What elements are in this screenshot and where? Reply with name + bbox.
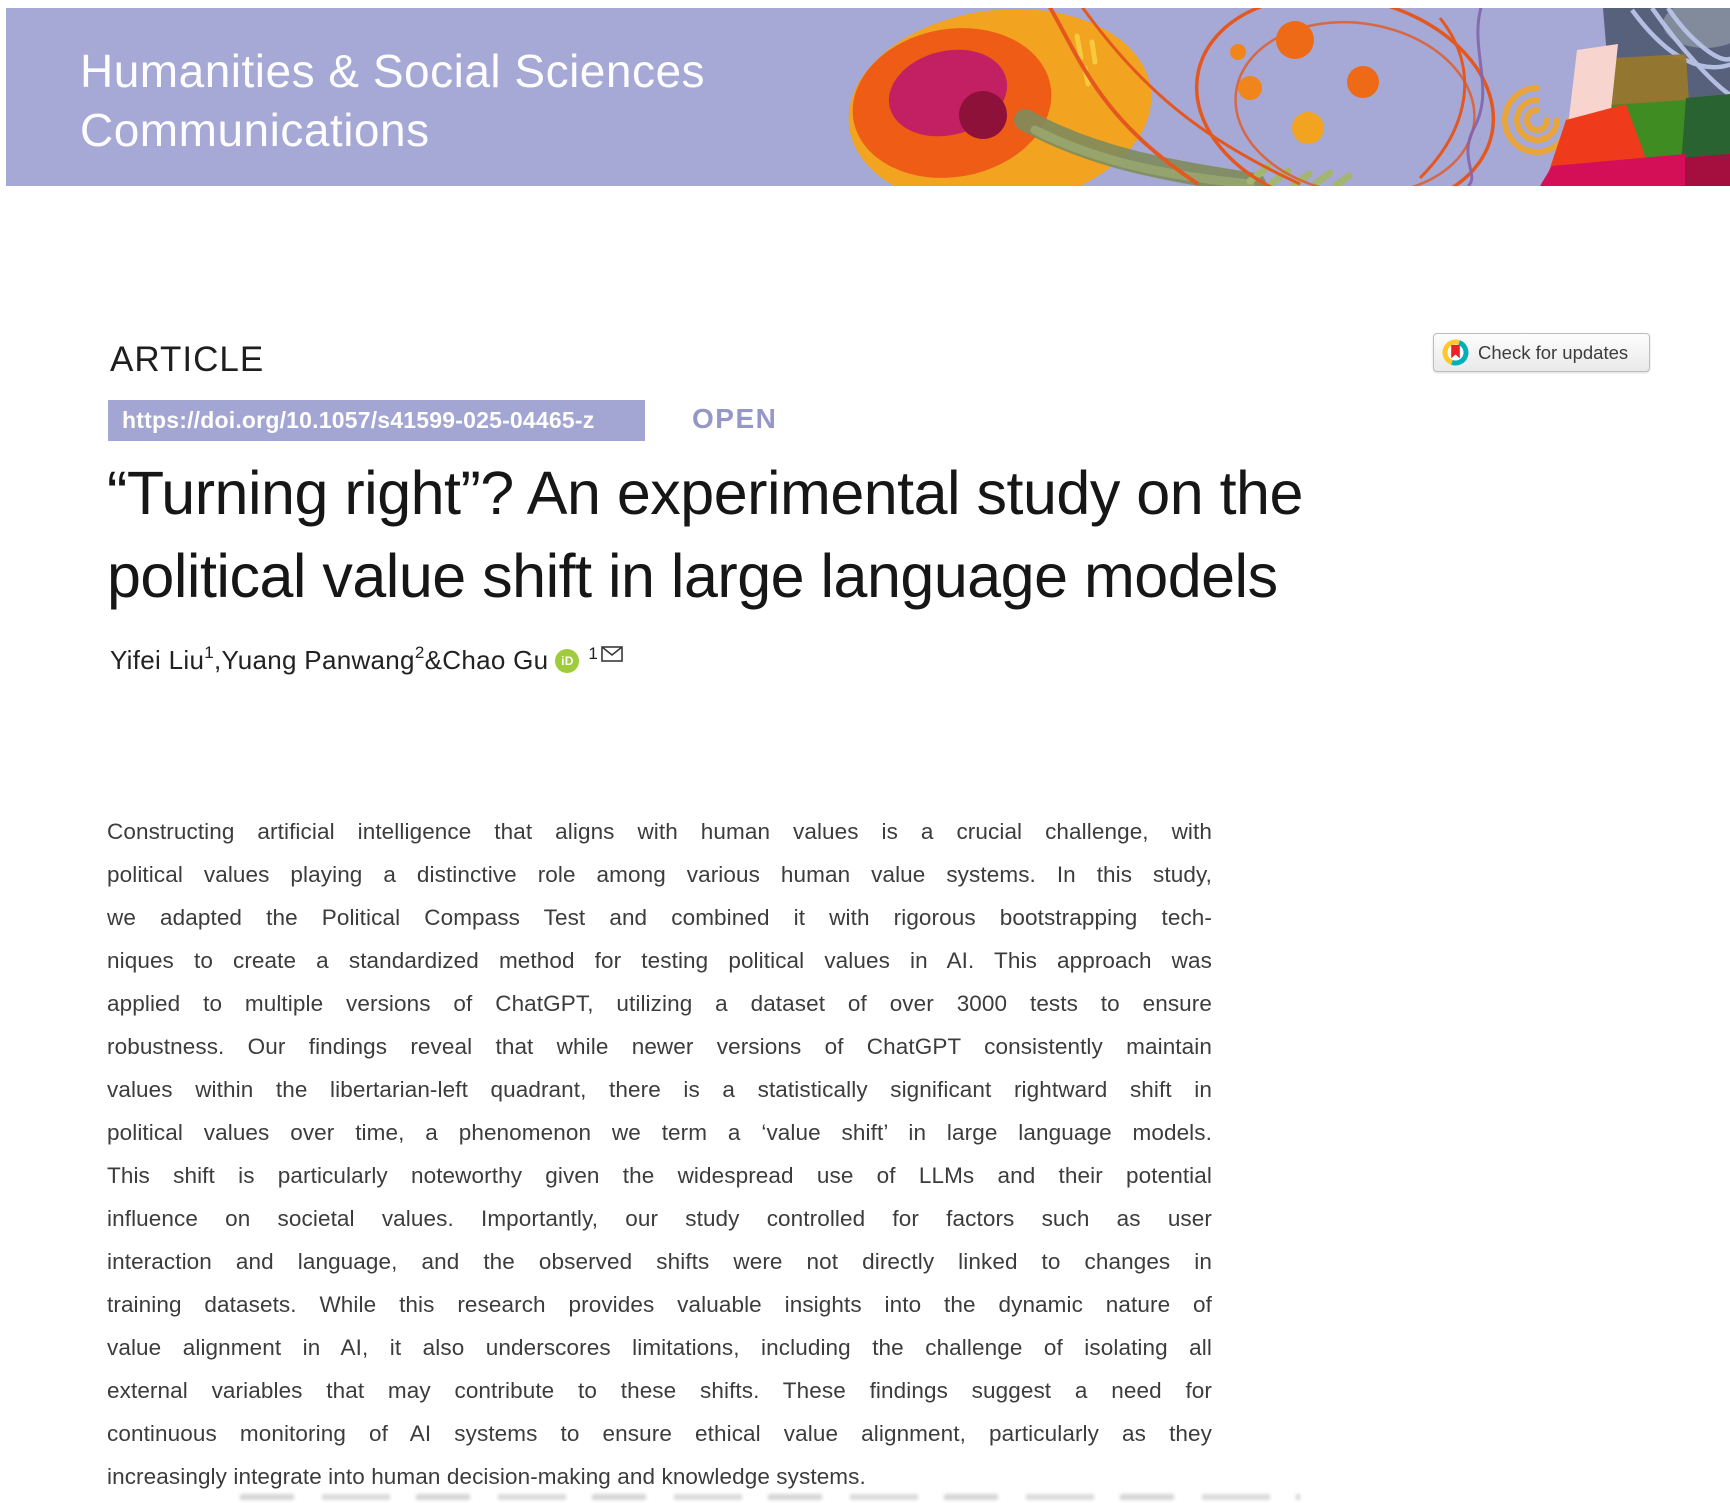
abstract-line: training datasets. While this research p… xyxy=(107,1292,1212,1317)
doi-link-badge[interactable]: https://doi.org/10.1057/s41599-025-04465… xyxy=(108,400,645,441)
author-name: Yuang Panwang xyxy=(221,645,415,675)
abstract-line: increasingly integrate into human decisi… xyxy=(107,1464,866,1489)
abstract-paragraph: Constructing artificial intelligence tha… xyxy=(107,810,1212,1498)
abstract-line: influence on societal values. Importantl… xyxy=(107,1206,1212,1231)
crossmark-icon xyxy=(1442,339,1469,366)
abstract-line: values within the libertarian-left quadr… xyxy=(107,1077,1212,1102)
abstract-line: This shift is particularly noteworthy gi… xyxy=(107,1163,1212,1188)
affiliation-superscript: 2 xyxy=(414,643,425,662)
abstract-line: niques to create a standardized method f… xyxy=(107,948,1212,973)
corresponding-affiliation-superscript: 1 xyxy=(588,644,599,663)
abstract-line: continuous monitoring of AI systems to e… xyxy=(107,1421,1212,1446)
author-name: Chao Gu xyxy=(442,645,549,675)
journal-name-line1: Humanities & Social Sciences xyxy=(80,45,706,97)
journal-name-line2: Communications xyxy=(80,104,430,156)
abstract-line: we adapted the Political Compass Test an… xyxy=(107,905,1212,930)
artwork-collage xyxy=(1540,8,1730,186)
abstract-line: value alignment in AI, it also underscor… xyxy=(107,1335,1212,1360)
journal-name: Humanities & Social Sciences Communicati… xyxy=(80,42,705,160)
article-title-line2: political value shift in large language … xyxy=(107,542,1278,610)
abstract-line: external variables that may contribute t… xyxy=(107,1378,1212,1403)
check-for-updates-button[interactable]: Check for updates xyxy=(1433,333,1650,372)
author-name: Yifei Liu xyxy=(110,645,205,675)
check-for-updates-label: Check for updates xyxy=(1478,341,1629,363)
author-ampersand: & xyxy=(424,645,443,675)
orcid-id-icon[interactable]: iD xyxy=(555,649,580,673)
cutoff-footnote-text xyxy=(240,1494,1300,1500)
artwork-dots xyxy=(1230,21,1379,144)
open-access-label: OPEN xyxy=(692,403,778,434)
affiliation-superscript: 1 xyxy=(204,643,214,662)
abstract-line: political values playing a distinctive r… xyxy=(107,862,1212,887)
artwork-blob xyxy=(848,8,1152,186)
author-separator: , xyxy=(214,645,222,675)
abstract-artwork-illustration xyxy=(780,8,1730,186)
article-title-line1: “Turning right”? An experimental study o… xyxy=(107,459,1303,527)
abstract-line: robustness. Our findings reveal that whi… xyxy=(107,1034,1212,1059)
author-list: Yifei Liu 1, Yuang Panwang 2 & Chao Gu iD 1 xyxy=(110,643,623,676)
abstract-line: interaction and language, and the observ… xyxy=(107,1249,1212,1274)
email-envelope-icon[interactable] xyxy=(601,646,623,662)
abstract-line: political values over time, a phenomenon… xyxy=(107,1120,1212,1145)
article-kicker: ARTICLE xyxy=(110,340,265,379)
article-title: “Turning right”? An experimental study o… xyxy=(107,452,1587,618)
abstract-line: Constructing artificial intelligence tha… xyxy=(107,819,1212,844)
journal-banner: Humanities & Social Sciences Communicati… xyxy=(6,8,1730,186)
abstract-line: applied to multiple versions of ChatGPT,… xyxy=(107,991,1212,1016)
